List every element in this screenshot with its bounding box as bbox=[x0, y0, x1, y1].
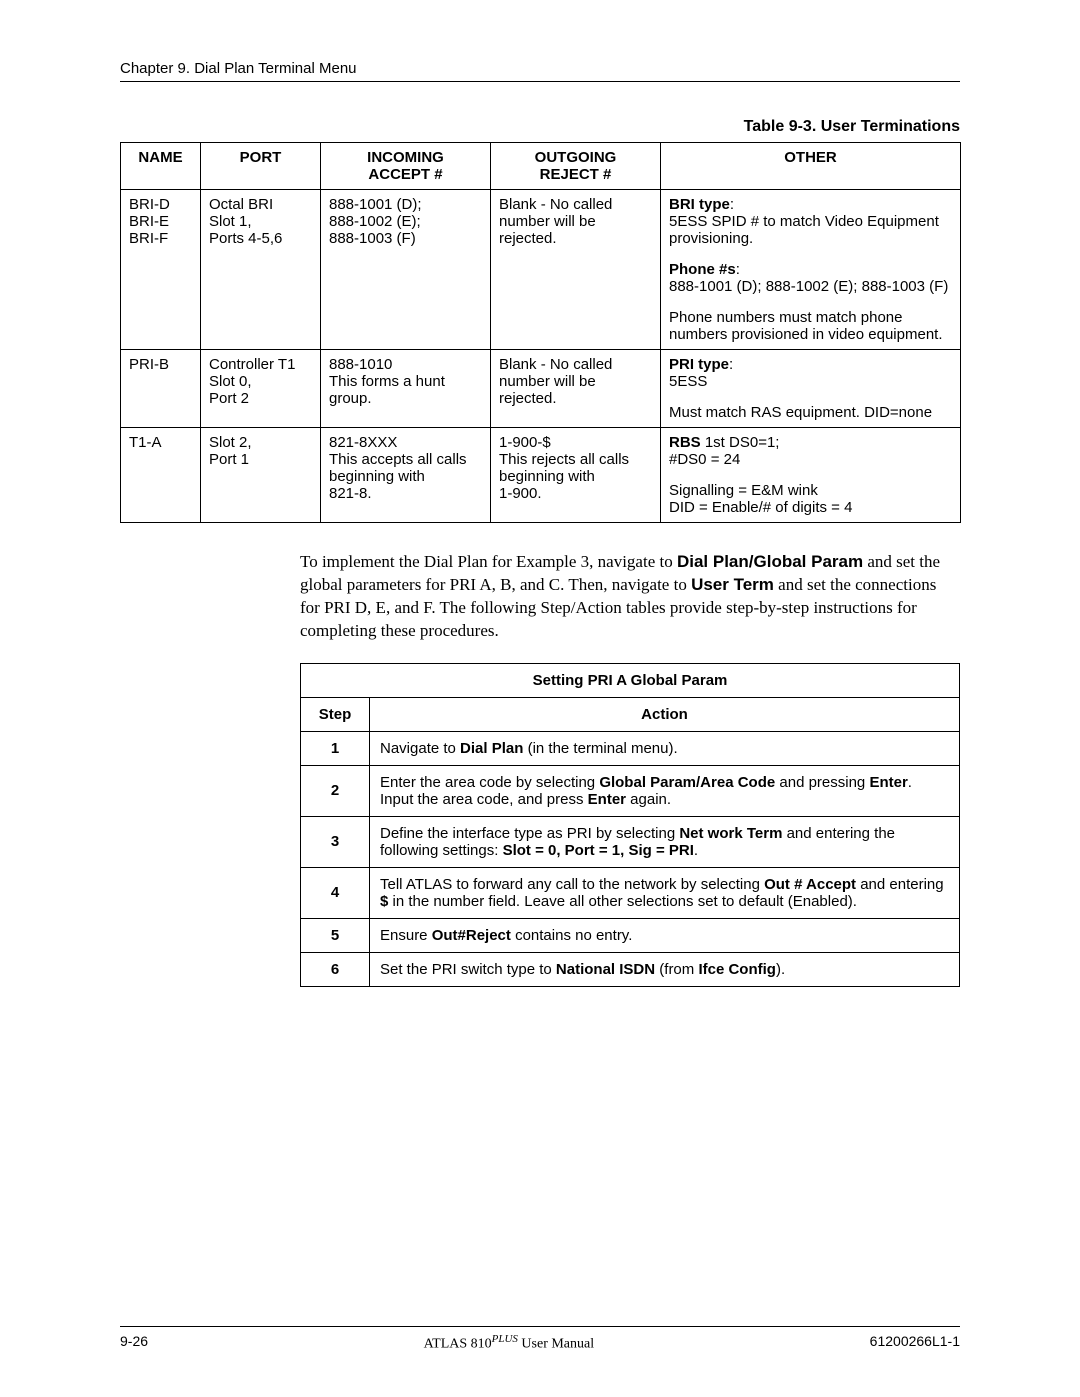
table-caption: Table 9-3. User Terminations bbox=[120, 118, 960, 136]
table-header-row: NAMEPORTINCOMINGACCEPT #OUTGOINGREJECT #… bbox=[121, 143, 961, 190]
table-cell: 888-1001 (D);888-1002 (E);888-1003 (F) bbox=[321, 190, 491, 350]
footer-center-prefix: ATLAS 810 bbox=[424, 1337, 492, 1352]
step-action: Set the PRI switch type to National ISDN… bbox=[370, 952, 960, 986]
table-cell-other: RBS 1st DS0=1;#DS0 = 24Signalling = E&M … bbox=[661, 428, 961, 523]
chapter-header: Chapter 9. Dial Plan Terminal Menu bbox=[120, 60, 960, 77]
step-number: 5 bbox=[301, 918, 370, 952]
step-row: 6Set the PRI switch type to National ISD… bbox=[301, 952, 960, 986]
step-row: 1Navigate to Dial Plan (in the terminal … bbox=[301, 731, 960, 765]
table-cell: Blank - No callednumber will berejected. bbox=[491, 350, 661, 428]
step-action: Tell ATLAS to forward any call to the ne… bbox=[370, 867, 960, 918]
steps-header-row: Step Action bbox=[301, 697, 960, 731]
table-cell-other: PRI type:5ESSMust match RAS equipment. D… bbox=[661, 350, 961, 428]
table-row: BRI-DBRI-EBRI-FOctal BRISlot 1,Ports 4-5… bbox=[121, 190, 961, 350]
table-cell: T1-A bbox=[121, 428, 201, 523]
step-action: Ensure Out#Reject contains no entry. bbox=[370, 918, 960, 952]
table-cell: 888-1010This forms a huntgroup. bbox=[321, 350, 491, 428]
footer-center: ATLAS 810PLUS User Manual bbox=[424, 1333, 595, 1353]
step-number: 4 bbox=[301, 867, 370, 918]
footer-left: 9-26 bbox=[120, 1333, 148, 1353]
table-cell: Octal BRISlot 1,Ports 4-5,6 bbox=[201, 190, 321, 350]
step-row: 4Tell ATLAS to forward any call to the n… bbox=[301, 867, 960, 918]
step-action: Define the interface type as PRI by sele… bbox=[370, 816, 960, 867]
table-col-header: PORT bbox=[201, 143, 321, 190]
footer-center-plus: PLUS bbox=[492, 1333, 518, 1345]
bold-text: Dial Plan/Global Param bbox=[677, 552, 863, 571]
table-cell: PRI-B bbox=[121, 350, 201, 428]
page-footer: 9-26 ATLAS 810PLUS User Manual 61200266L… bbox=[120, 1326, 960, 1353]
step-row: 2Enter the area code by selecting Global… bbox=[301, 765, 960, 816]
footer-right: 61200266L1-1 bbox=[870, 1333, 960, 1353]
step-number: 6 bbox=[301, 952, 370, 986]
table-cell: Blank - No callednumber will berejected. bbox=[491, 190, 661, 350]
steps-table: Setting PRI A Global Param Step Action 1… bbox=[300, 663, 960, 987]
table-cell: Controller T1Slot 0,Port 2 bbox=[201, 350, 321, 428]
text: To implement the Dial Plan for Example 3… bbox=[300, 552, 677, 571]
table-row: PRI-BController T1Slot 0,Port 2888-1010T… bbox=[121, 350, 961, 428]
table-col-header: OTHER bbox=[661, 143, 961, 190]
table-col-header: NAME bbox=[121, 143, 201, 190]
header-rule bbox=[120, 81, 960, 82]
steps-col-step: Step bbox=[301, 697, 370, 731]
steps-title: Setting PRI A Global Param bbox=[301, 663, 960, 697]
step-row: 5Ensure Out#Reject contains no entry. bbox=[301, 918, 960, 952]
table-col-header: INCOMINGACCEPT # bbox=[321, 143, 491, 190]
body-paragraph: To implement the Dial Plan for Example 3… bbox=[300, 551, 960, 643]
step-number: 2 bbox=[301, 765, 370, 816]
bold-text: User Term bbox=[691, 575, 774, 594]
step-action: Navigate to Dial Plan (in the terminal m… bbox=[370, 731, 960, 765]
footer-center-suffix: User Manual bbox=[518, 1337, 594, 1352]
footer-rule bbox=[120, 1326, 960, 1327]
step-number: 3 bbox=[301, 816, 370, 867]
table-row: T1-ASlot 2,Port 1821-8XXXThis accepts al… bbox=[121, 428, 961, 523]
user-terminations-table: NAMEPORTINCOMINGACCEPT #OUTGOINGREJECT #… bbox=[120, 142, 961, 523]
step-number: 1 bbox=[301, 731, 370, 765]
table-cell: 1-900-$This rejects all callsbeginning w… bbox=[491, 428, 661, 523]
table-cell: BRI-DBRI-EBRI-F bbox=[121, 190, 201, 350]
steps-title-row: Setting PRI A Global Param bbox=[301, 663, 960, 697]
steps-col-action: Action bbox=[370, 697, 960, 731]
table-cell: 821-8XXXThis accepts all callsbeginning … bbox=[321, 428, 491, 523]
step-action: Enter the area code by selecting Global … bbox=[370, 765, 960, 816]
table-cell: Slot 2,Port 1 bbox=[201, 428, 321, 523]
table-cell-other: BRI type:5ESS SPID # to match Video Equi… bbox=[661, 190, 961, 350]
table-col-header: OUTGOINGREJECT # bbox=[491, 143, 661, 190]
step-row: 3Define the interface type as PRI by sel… bbox=[301, 816, 960, 867]
